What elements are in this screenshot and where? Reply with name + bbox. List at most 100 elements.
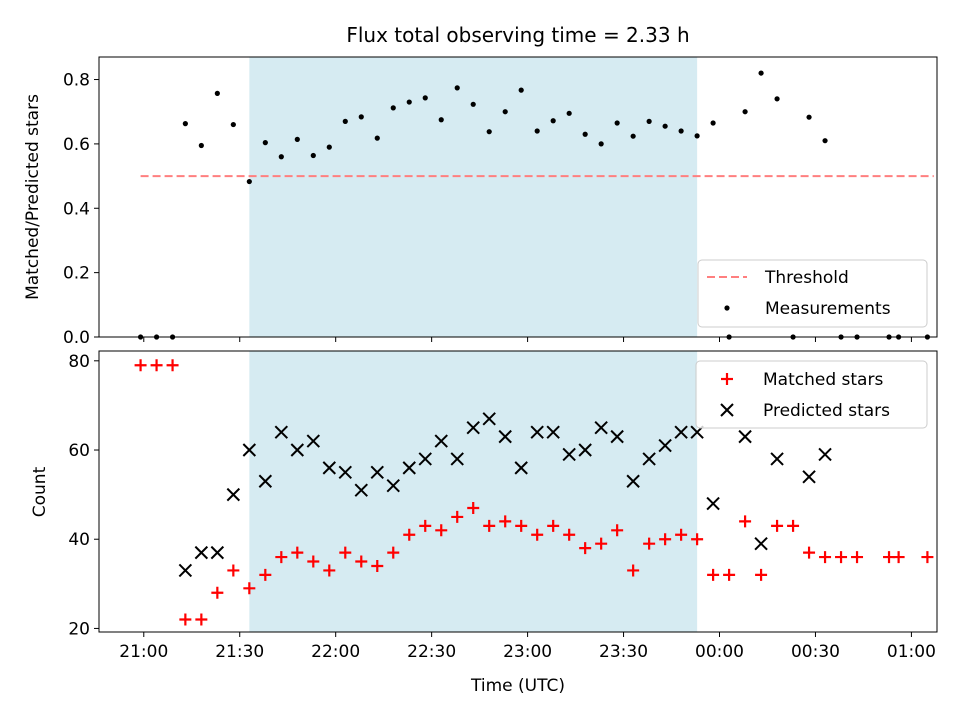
matched-star-point bbox=[166, 359, 179, 372]
predicted-star-point bbox=[818, 447, 832, 462]
matched-star-point bbox=[921, 551, 934, 564]
measurement-point bbox=[534, 128, 540, 134]
bottom-ytick-label: 60 bbox=[68, 441, 90, 461]
matched-star-point bbox=[723, 568, 736, 581]
top-y-axis-label: Matched/Predicted stars bbox=[23, 94, 43, 300]
bottom-axes-frame bbox=[98, 350, 938, 633]
bottom-shaded-span bbox=[249, 351, 698, 632]
predicted-star-point bbox=[242, 443, 257, 457]
predicted-star-point bbox=[322, 461, 336, 475]
matched-star-point bbox=[563, 528, 576, 541]
predicted-star-point bbox=[578, 443, 592, 457]
matched-star-point bbox=[355, 555, 368, 568]
matched-star-point bbox=[819, 551, 832, 564]
matched-star-point bbox=[707, 568, 720, 581]
top-ytick-label: 0.8 bbox=[63, 71, 90, 91]
legend-measurements-label: Measurements bbox=[765, 299, 891, 319]
measurement-point bbox=[518, 87, 524, 93]
measurement-point bbox=[278, 154, 284, 160]
measurement-point bbox=[486, 129, 492, 135]
predicted-star-point bbox=[514, 461, 528, 475]
matched-star-point bbox=[419, 519, 432, 532]
matched-star-point bbox=[579, 542, 592, 555]
legend-threshold-label: Threshold bbox=[764, 268, 849, 288]
measurement-point bbox=[182, 121, 188, 127]
predicted-star-point bbox=[802, 470, 816, 484]
measurement-point bbox=[550, 118, 556, 124]
bottom-ytick-label: 20 bbox=[68, 619, 90, 639]
matched-star-point bbox=[243, 582, 256, 595]
legend-matched-label: Matched stars bbox=[763, 370, 883, 390]
measurement-point bbox=[598, 141, 604, 147]
top-shaded-span bbox=[249, 57, 698, 337]
measurement-point bbox=[806, 114, 812, 120]
matched-star-point bbox=[787, 519, 800, 532]
x-axis-label: Time (UTC) bbox=[470, 676, 565, 696]
measurement-point bbox=[758, 70, 764, 76]
predicted-star-point bbox=[674, 425, 688, 439]
measurement-point bbox=[262, 140, 268, 146]
predicted-star-point bbox=[658, 438, 672, 453]
matched-star-point bbox=[275, 551, 288, 564]
legend-measurements-swatch bbox=[724, 305, 730, 311]
measurement-point bbox=[582, 131, 588, 137]
legend-predicted-swatch bbox=[720, 403, 734, 417]
x-tick-label: 00:00 bbox=[695, 642, 744, 662]
top-panel: 0.00.20.40.60.8 Matched/Predicted stars … bbox=[23, 56, 938, 348]
legend-predicted-label: Predicted stars bbox=[763, 401, 890, 421]
x-tick-label: 23:30 bbox=[599, 642, 648, 662]
measurement-point bbox=[454, 85, 460, 91]
top-ytick-label: 0.0 bbox=[63, 328, 90, 348]
matched-star-point bbox=[515, 519, 528, 532]
matched-star-point bbox=[451, 510, 464, 523]
predicted-star-point bbox=[498, 429, 512, 444]
predicted-star-point bbox=[738, 429, 752, 444]
measurement-point bbox=[326, 144, 332, 150]
measurement-point bbox=[422, 95, 428, 101]
measurement-point bbox=[342, 118, 348, 124]
predicted-star-point bbox=[594, 421, 608, 435]
predicted-star-point bbox=[370, 465, 384, 480]
bottom-legend-box bbox=[695, 360, 928, 429]
predicted-star-point bbox=[274, 425, 289, 439]
matched-star-point bbox=[467, 502, 480, 515]
matched-star-point bbox=[755, 568, 768, 581]
x-tick-label: 22:30 bbox=[407, 642, 456, 662]
measurement-point bbox=[230, 121, 236, 128]
measurement-point bbox=[742, 109, 748, 115]
predicted-star-point bbox=[386, 478, 400, 493]
matched-star-point bbox=[851, 551, 864, 564]
matched-star-point bbox=[483, 519, 496, 532]
measurement-point bbox=[358, 114, 364, 120]
predicted-star-point bbox=[178, 563, 193, 578]
matched-star-point bbox=[371, 559, 384, 572]
predicted-star-point bbox=[418, 452, 432, 466]
matched-star-point bbox=[211, 586, 224, 599]
matched-star-point bbox=[339, 546, 352, 559]
predicted-star-point bbox=[642, 452, 656, 466]
matched-star-point bbox=[259, 568, 272, 581]
measurement-point bbox=[390, 105, 396, 111]
top-ytick-label: 0.6 bbox=[63, 135, 90, 155]
matched-star-point bbox=[803, 546, 816, 559]
measurement-point bbox=[678, 128, 684, 134]
predicted-star-point bbox=[306, 434, 321, 448]
measurement-point bbox=[406, 99, 412, 105]
matched-star-point bbox=[675, 528, 688, 541]
predicted-star-point bbox=[290, 443, 305, 457]
matched-star-point bbox=[595, 537, 608, 550]
legend-matched-swatch bbox=[721, 373, 733, 385]
matched-star-point bbox=[499, 515, 512, 528]
matched-star-point bbox=[227, 564, 240, 577]
measurement-point bbox=[246, 178, 252, 185]
matched-star-point bbox=[387, 546, 400, 559]
matched-star-point bbox=[195, 613, 208, 626]
predicted-star-point bbox=[338, 465, 352, 480]
x-tick-label: 21:30 bbox=[215, 642, 264, 662]
top-legend-box bbox=[697, 259, 928, 328]
measurement-point bbox=[646, 118, 652, 124]
bottom-ytick-label: 40 bbox=[68, 530, 90, 550]
top-ytick-label: 0.2 bbox=[63, 264, 90, 284]
measurement-point bbox=[214, 90, 220, 96]
measurement-point bbox=[630, 133, 636, 139]
